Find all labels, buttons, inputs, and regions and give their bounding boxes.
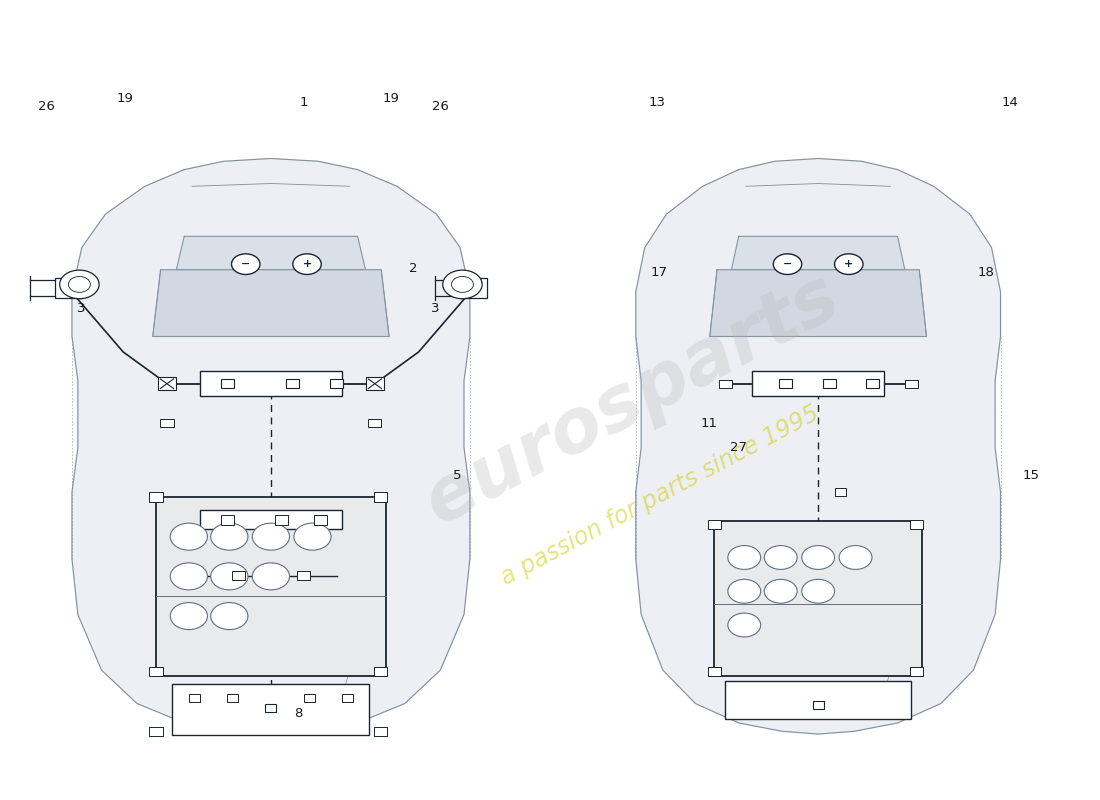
Polygon shape — [153, 270, 389, 337]
Bar — [173, 684, 370, 735]
Bar — [374, 667, 387, 677]
Text: 26: 26 — [432, 99, 449, 113]
Text: −: − — [783, 259, 792, 269]
Bar — [867, 379, 879, 389]
Text: 3: 3 — [431, 302, 439, 315]
Circle shape — [211, 563, 248, 590]
Text: 15: 15 — [1023, 469, 1041, 482]
Circle shape — [835, 254, 864, 274]
Text: 8: 8 — [294, 707, 302, 720]
Bar — [725, 682, 911, 719]
Bar — [227, 694, 238, 702]
Bar — [835, 488, 846, 496]
Bar — [150, 492, 163, 502]
Circle shape — [839, 546, 872, 570]
Circle shape — [802, 579, 835, 603]
Bar — [200, 371, 342, 397]
Circle shape — [211, 523, 248, 550]
Bar — [368, 419, 382, 427]
Text: 27: 27 — [729, 441, 747, 454]
Polygon shape — [636, 158, 1001, 734]
Bar — [221, 515, 233, 525]
Text: 19: 19 — [117, 92, 134, 105]
Text: 2: 2 — [409, 262, 417, 275]
Circle shape — [773, 254, 802, 274]
Circle shape — [764, 546, 798, 570]
Bar — [910, 667, 923, 677]
Text: 19: 19 — [383, 92, 399, 105]
Polygon shape — [717, 570, 920, 626]
Bar — [714, 521, 922, 676]
Bar — [823, 379, 836, 389]
Text: 5: 5 — [453, 469, 461, 482]
Polygon shape — [710, 270, 926, 337]
Bar — [314, 515, 327, 525]
Bar — [330, 379, 343, 389]
Bar — [707, 520, 721, 530]
Circle shape — [170, 563, 208, 590]
Text: +: + — [844, 259, 854, 269]
Polygon shape — [72, 158, 470, 734]
Circle shape — [59, 270, 99, 298]
Bar — [297, 571, 310, 580]
Circle shape — [170, 602, 208, 630]
Bar — [304, 694, 315, 702]
Bar — [275, 515, 288, 525]
Text: 1: 1 — [299, 95, 308, 109]
Text: 13: 13 — [649, 95, 666, 109]
Bar — [221, 379, 233, 389]
Circle shape — [231, 254, 260, 274]
Circle shape — [728, 613, 761, 637]
Text: 18: 18 — [977, 266, 994, 279]
Text: 11: 11 — [701, 418, 717, 430]
Polygon shape — [176, 236, 365, 270]
Bar — [460, 278, 487, 298]
Circle shape — [728, 579, 761, 603]
Circle shape — [293, 254, 321, 274]
Circle shape — [294, 523, 331, 550]
Bar — [161, 380, 174, 388]
Circle shape — [728, 546, 761, 570]
Circle shape — [802, 546, 835, 570]
Circle shape — [252, 523, 289, 550]
Bar — [150, 726, 163, 736]
Bar — [55, 278, 82, 298]
Text: 14: 14 — [1001, 95, 1019, 109]
Bar — [374, 492, 387, 502]
Bar — [342, 694, 353, 702]
Circle shape — [764, 579, 798, 603]
Bar — [910, 520, 923, 530]
Text: 3: 3 — [77, 302, 86, 315]
Bar — [150, 667, 163, 677]
Bar — [707, 667, 721, 677]
Text: a passion for parts since 1995: a passion for parts since 1995 — [496, 401, 823, 590]
Text: −: − — [241, 259, 251, 269]
Bar — [752, 371, 883, 397]
Text: 17: 17 — [651, 266, 668, 279]
Text: eurosparts: eurosparts — [412, 260, 852, 540]
Text: 26: 26 — [39, 99, 55, 113]
Bar — [718, 380, 732, 388]
Bar — [904, 380, 917, 388]
Bar — [189, 694, 200, 702]
Text: +: + — [302, 259, 311, 269]
Bar — [286, 379, 299, 389]
Circle shape — [442, 270, 482, 298]
Bar — [161, 419, 174, 427]
Polygon shape — [732, 236, 905, 270]
Bar — [374, 726, 387, 736]
Bar — [156, 497, 386, 676]
Bar — [368, 380, 382, 388]
Bar — [813, 701, 824, 709]
Bar — [200, 510, 342, 530]
Bar — [265, 704, 276, 712]
Circle shape — [252, 563, 289, 590]
Bar — [231, 571, 244, 580]
Bar — [158, 378, 176, 390]
Circle shape — [170, 523, 208, 550]
Bar — [779, 379, 792, 389]
Circle shape — [211, 602, 248, 630]
Bar — [366, 378, 384, 390]
Polygon shape — [161, 570, 382, 626]
